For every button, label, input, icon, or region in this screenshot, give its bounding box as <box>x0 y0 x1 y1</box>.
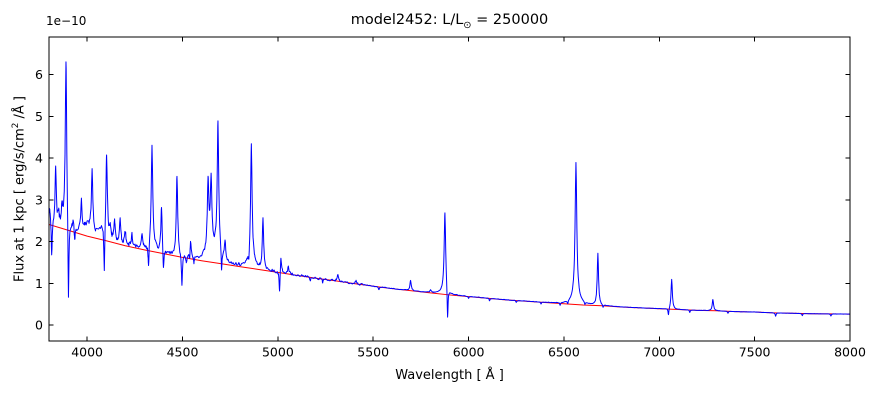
x-tick-label: 6000 <box>453 345 485 360</box>
x-tick-label: 5500 <box>357 345 389 360</box>
x-tick-label: 6500 <box>548 345 580 360</box>
y-tick-label: 4 <box>35 151 43 166</box>
solar-symbol-subscript: ⊙ <box>463 19 472 31</box>
y-axis-offset-label: 1e−10 <box>46 14 87 28</box>
x-tick-label: 4500 <box>167 345 199 360</box>
squared-superscript: 2 <box>11 122 21 129</box>
x-axis-label: Wavelength [ Å ] <box>395 368 504 383</box>
y-tick-label: 2 <box>35 234 43 249</box>
x-tick-label: 8000 <box>834 345 866 360</box>
y-tick-label: 0 <box>35 318 43 333</box>
y-tick-label: 1 <box>35 276 43 291</box>
y-tick-label: 3 <box>35 192 43 207</box>
axes-frame <box>48 36 851 342</box>
spectrum-line <box>49 61 850 318</box>
y-axis-label: Flux at 1 kpc [ erg/s/cm2 /Å ] <box>8 59 28 319</box>
x-tick-label: 7000 <box>643 345 675 360</box>
y-axis-label-unit: /Å ] <box>12 96 28 123</box>
y-tick-label: 5 <box>35 109 43 124</box>
plot-title-text: model2452: L/L <box>350 12 464 28</box>
x-tick-label: 5000 <box>262 345 294 360</box>
plot-title: model2452: L/L⊙ = 250000 <box>49 11 850 35</box>
x-tick-label: 7500 <box>739 345 771 360</box>
continuum-line <box>49 223 850 315</box>
plot-title-value: = 250000 <box>471 12 549 28</box>
x-tick-label: 4000 <box>71 345 103 360</box>
y-axis-label-text: Flux at 1 kpc [ erg/s/cm <box>12 128 28 282</box>
y-tick-label: 6 <box>35 67 43 82</box>
